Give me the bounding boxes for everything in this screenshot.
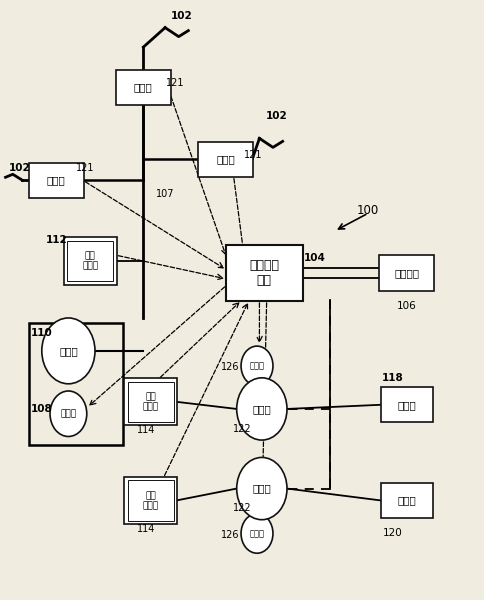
FancyBboxPatch shape bbox=[124, 378, 177, 425]
Text: 电动机: 电动机 bbox=[249, 361, 264, 370]
Text: 110: 110 bbox=[31, 328, 53, 338]
Text: 102: 102 bbox=[265, 110, 287, 121]
FancyBboxPatch shape bbox=[124, 477, 177, 524]
Text: 出口阀: 出口阀 bbox=[216, 154, 234, 164]
Text: 冷水源: 冷水源 bbox=[397, 400, 415, 410]
Text: 出口阀: 出口阀 bbox=[47, 175, 65, 185]
Text: 106: 106 bbox=[396, 301, 416, 311]
Text: 电动机: 电动机 bbox=[249, 529, 264, 538]
Text: 122: 122 bbox=[233, 503, 251, 514]
Text: 电子控制
模块: 电子控制 模块 bbox=[249, 259, 279, 287]
Text: 102: 102 bbox=[171, 11, 193, 20]
Text: 107: 107 bbox=[155, 189, 174, 199]
Text: 108: 108 bbox=[31, 404, 53, 414]
Text: 温度
传感器: 温度 传感器 bbox=[142, 491, 158, 510]
Circle shape bbox=[236, 378, 287, 440]
Text: 热水源: 热水源 bbox=[397, 496, 415, 506]
FancyBboxPatch shape bbox=[197, 142, 253, 177]
FancyBboxPatch shape bbox=[116, 70, 170, 105]
FancyBboxPatch shape bbox=[380, 483, 432, 518]
Text: 入口阀: 入口阀 bbox=[252, 404, 271, 414]
FancyBboxPatch shape bbox=[226, 245, 302, 301]
FancyBboxPatch shape bbox=[378, 256, 434, 291]
Circle shape bbox=[241, 346, 272, 386]
Text: 112: 112 bbox=[45, 235, 67, 245]
Text: 121: 121 bbox=[76, 163, 94, 173]
FancyBboxPatch shape bbox=[29, 163, 84, 198]
Text: 114: 114 bbox=[136, 524, 155, 533]
Text: 100: 100 bbox=[356, 204, 378, 217]
Text: 120: 120 bbox=[382, 529, 401, 538]
Text: 104: 104 bbox=[303, 253, 325, 263]
Text: 入口阀: 入口阀 bbox=[252, 484, 271, 494]
Text: 126: 126 bbox=[221, 530, 239, 539]
Circle shape bbox=[42, 318, 95, 384]
Text: 电动机: 电动机 bbox=[60, 409, 76, 418]
Text: 恒温阀: 恒温阀 bbox=[59, 346, 77, 356]
Circle shape bbox=[241, 514, 272, 553]
Text: 温度
传感器: 温度 传感器 bbox=[82, 251, 98, 271]
Text: 122: 122 bbox=[233, 424, 251, 434]
Text: 出口阀: 出口阀 bbox=[134, 82, 152, 92]
Text: 102: 102 bbox=[9, 163, 31, 173]
Circle shape bbox=[236, 457, 287, 520]
Text: 126: 126 bbox=[221, 362, 239, 372]
Text: 用户接口: 用户接口 bbox=[393, 268, 419, 278]
FancyBboxPatch shape bbox=[380, 387, 432, 422]
FancyBboxPatch shape bbox=[64, 238, 116, 285]
Text: 121: 121 bbox=[165, 79, 183, 88]
Text: 118: 118 bbox=[381, 373, 403, 383]
Text: 121: 121 bbox=[243, 150, 262, 160]
Text: 温度
传感器: 温度 传感器 bbox=[142, 392, 158, 412]
Text: 114: 114 bbox=[136, 425, 155, 436]
Circle shape bbox=[50, 391, 87, 436]
